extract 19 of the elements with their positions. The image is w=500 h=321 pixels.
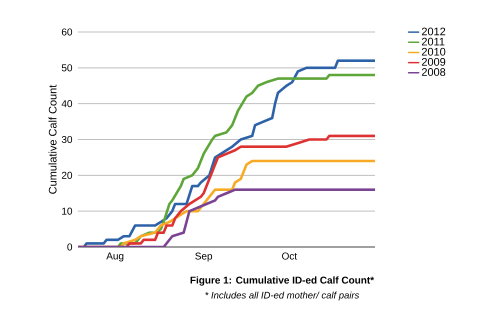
y-axis-title: Cumulative Calf Count <box>48 84 57 194</box>
legend-label: 2012 <box>422 28 446 36</box>
y-tick-label: 30 <box>62 136 72 144</box>
y-tick-label: 0 <box>67 243 72 251</box>
legend-label: 2008 <box>422 68 446 76</box>
y-tick-label: 50 <box>62 64 72 72</box>
x-tick-label: Aug <box>106 252 124 262</box>
x-tick-label: Sep <box>195 252 212 262</box>
y-tick-label: 20 <box>62 172 72 179</box>
y-tick-label: 40 <box>62 100 72 108</box>
y-tick-label: 60 <box>62 28 72 36</box>
y-tick-label: 10 <box>62 208 72 215</box>
text: Figure 1: Cumulative ID-ed Calf Count* <box>190 276 374 286</box>
text: * Includes all ID-ed mother/ calf pairs <box>205 292 360 300</box>
line-series <box>78 188 376 247</box>
legend-label: 2009 <box>422 58 446 66</box>
legend-label: 2010 <box>422 48 446 56</box>
x-tick-label: Oct <box>282 252 298 260</box>
legend-label: 2011 <box>422 38 444 46</box>
